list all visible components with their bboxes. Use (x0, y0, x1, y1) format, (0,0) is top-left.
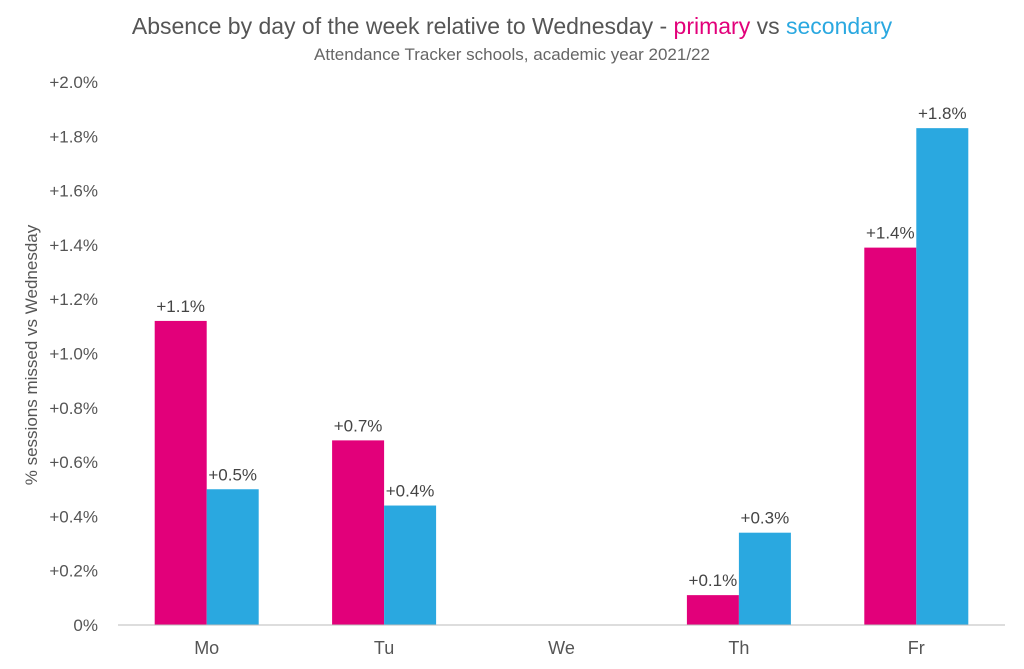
x-category-label: We (548, 638, 575, 658)
chart-subtitle: Attendance Tracker schools, academic yea… (314, 45, 710, 64)
bar-primary (332, 440, 385, 625)
bar-data-label: +1.1% (156, 297, 205, 316)
x-axis-categories: Mo Tu We Th Fr (194, 638, 925, 658)
chart-title-main: Absence by day of the week relative to W… (132, 13, 674, 39)
bar-secondary (738, 532, 791, 625)
bar-secondary (206, 489, 259, 625)
bar-primary (154, 320, 207, 625)
y-tick-label: +0.8% (49, 399, 98, 418)
y-tick-label: +0.2% (49, 562, 98, 581)
x-category-label: Fr (908, 638, 925, 658)
y-tick-label: +0.4% (49, 507, 98, 526)
bar-data-label: +0.5% (208, 465, 257, 484)
chart-title-primary: primary (674, 13, 751, 39)
bar-data-label: +0.1% (689, 571, 738, 590)
chart-title-vs: vs (750, 13, 786, 39)
y-tick-label: +1.0% (49, 345, 98, 364)
bar-secondary (384, 505, 437, 625)
y-tick-label: +1.8% (49, 127, 98, 146)
bars-group (154, 128, 969, 626)
y-axis-ticks: 0% +0.2% +0.4% +0.6% +0.8% +1.0% +1.2% +1.4% +1.… (49, 73, 98, 635)
x-category-label: Mo (194, 638, 219, 658)
y-tick-label: +2.0% (49, 73, 98, 92)
bar-secondary (916, 128, 969, 625)
bar-data-label: +0.7% (334, 416, 383, 435)
y-tick-label: +1.6% (49, 182, 98, 201)
bar-labels-group: +1.1% +0.5% +0.7% +0.4% +0.1% +0.3% +1.4% +1.8% (156, 104, 966, 590)
x-category-label: Tu (374, 638, 394, 658)
bar-data-label: +1.4% (866, 224, 915, 243)
y-tick-label: +0.6% (49, 453, 98, 472)
chart-title-secondary: secondary (786, 13, 893, 39)
y-tick-label: +1.4% (49, 236, 98, 255)
y-axis-title: % sessions missed vs Wednesday (22, 224, 41, 485)
chart-title: Absence by day of the week relative to W… (132, 13, 893, 39)
bar-primary (864, 247, 917, 626)
bar-primary (686, 595, 739, 625)
bar-data-label: +0.4% (386, 482, 435, 501)
bar-data-label: +1.8% (918, 104, 967, 123)
y-tick-label: 0% (73, 616, 98, 635)
x-category-label: Th (728, 638, 749, 658)
bar-data-label: +0.3% (741, 509, 790, 528)
y-tick-label: +1.2% (49, 290, 98, 309)
